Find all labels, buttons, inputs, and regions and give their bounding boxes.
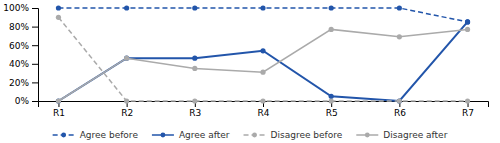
x-axis: R1 R2 R3 R4 R5 R6 R7 — [39, 101, 489, 118]
point — [465, 19, 470, 24]
y-tick: 80% — [9, 22, 38, 32]
tick-label: 20% — [9, 78, 29, 88]
tick-mark — [32, 8, 38, 9]
point — [124, 56, 129, 61]
point — [124, 5, 129, 10]
legend-item: Disagree after — [356, 130, 447, 140]
y-tick: 20% — [9, 78, 38, 88]
point — [329, 94, 334, 99]
x-tick: R2 — [121, 101, 133, 118]
y-tick: 40% — [9, 59, 38, 69]
point — [260, 98, 265, 103]
point — [397, 34, 402, 39]
legend-marker — [161, 133, 166, 138]
marks — [56, 5, 470, 103]
series-line — [58, 17, 467, 101]
tick-mark — [32, 82, 38, 83]
chart: 0% 20% 40% 60% 80% 100% R1 R2 R3 R4 R5 R6 R7 Agree be… — [0, 0, 500, 143]
point — [260, 48, 265, 53]
tick-label: 60% — [9, 41, 29, 51]
point — [192, 5, 197, 10]
tick-mark — [32, 64, 38, 65]
tick-label: R3 — [189, 108, 201, 118]
x-tick: R4 — [258, 101, 270, 118]
tick-mark — [32, 45, 38, 46]
point — [329, 98, 334, 103]
y-axis: 0% 20% 40% 60% 80% 100% — [3, 3, 38, 106]
legend-item: Agree after — [152, 130, 230, 140]
x-tick: R1 — [53, 101, 65, 118]
y-tick: 0% — [15, 96, 38, 106]
x-tick: R5 — [326, 101, 338, 118]
x-tick: R6 — [394, 101, 406, 118]
tick-label: R6 — [394, 108, 406, 118]
tick-label: R2 — [121, 108, 133, 118]
legend-marker — [365, 133, 370, 138]
legend-item: Agree before — [53, 130, 139, 140]
tick-label: 100% — [3, 3, 29, 13]
legend-marker — [61, 133, 66, 138]
point — [397, 98, 402, 103]
point — [192, 66, 197, 71]
point — [56, 98, 61, 103]
point — [329, 27, 334, 32]
point — [192, 98, 197, 103]
point — [465, 27, 470, 32]
y-tick: 100% — [3, 3, 38, 13]
point — [397, 5, 402, 10]
point — [397, 98, 402, 103]
point — [465, 98, 470, 103]
y-tick: 60% — [9, 41, 38, 51]
tick-label: 0% — [15, 96, 30, 106]
tick-mark — [32, 101, 38, 102]
point — [260, 5, 265, 10]
series-line — [58, 29, 467, 101]
legend-item: Disagree before — [244, 130, 343, 140]
tick-mark — [32, 27, 38, 28]
legend-marker — [252, 133, 257, 138]
point — [329, 5, 334, 10]
tick-label: 80% — [9, 22, 29, 32]
x-tick: R3 — [189, 101, 201, 118]
point — [124, 98, 129, 103]
point — [56, 5, 61, 10]
legend: Agree before Agree after Disagree before Di… — [53, 130, 448, 140]
plot-area: 0% 20% 40% 60% 80% 100% R1 R2 R3 R4 R5 R6 R7 — [3, 3, 488, 118]
point — [465, 19, 470, 24]
series-line — [58, 22, 467, 101]
point — [56, 15, 61, 20]
tick-label: 40% — [9, 59, 29, 69]
tick-label: R7 — [462, 108, 474, 118]
tick-label: R5 — [326, 108, 338, 118]
point — [192, 56, 197, 61]
axis-line — [32, 9, 39, 102]
point — [124, 56, 129, 61]
legend-label: Disagree before — [271, 130, 343, 140]
tick-label: R4 — [258, 108, 270, 118]
x-tick: R7 — [462, 101, 474, 118]
legend-label: Disagree after — [383, 130, 447, 140]
point — [260, 70, 265, 75]
legend-label: Agree after — [179, 130, 230, 140]
legend-label: Agree before — [80, 130, 139, 140]
point — [56, 98, 61, 103]
tick-label: R1 — [53, 108, 65, 118]
